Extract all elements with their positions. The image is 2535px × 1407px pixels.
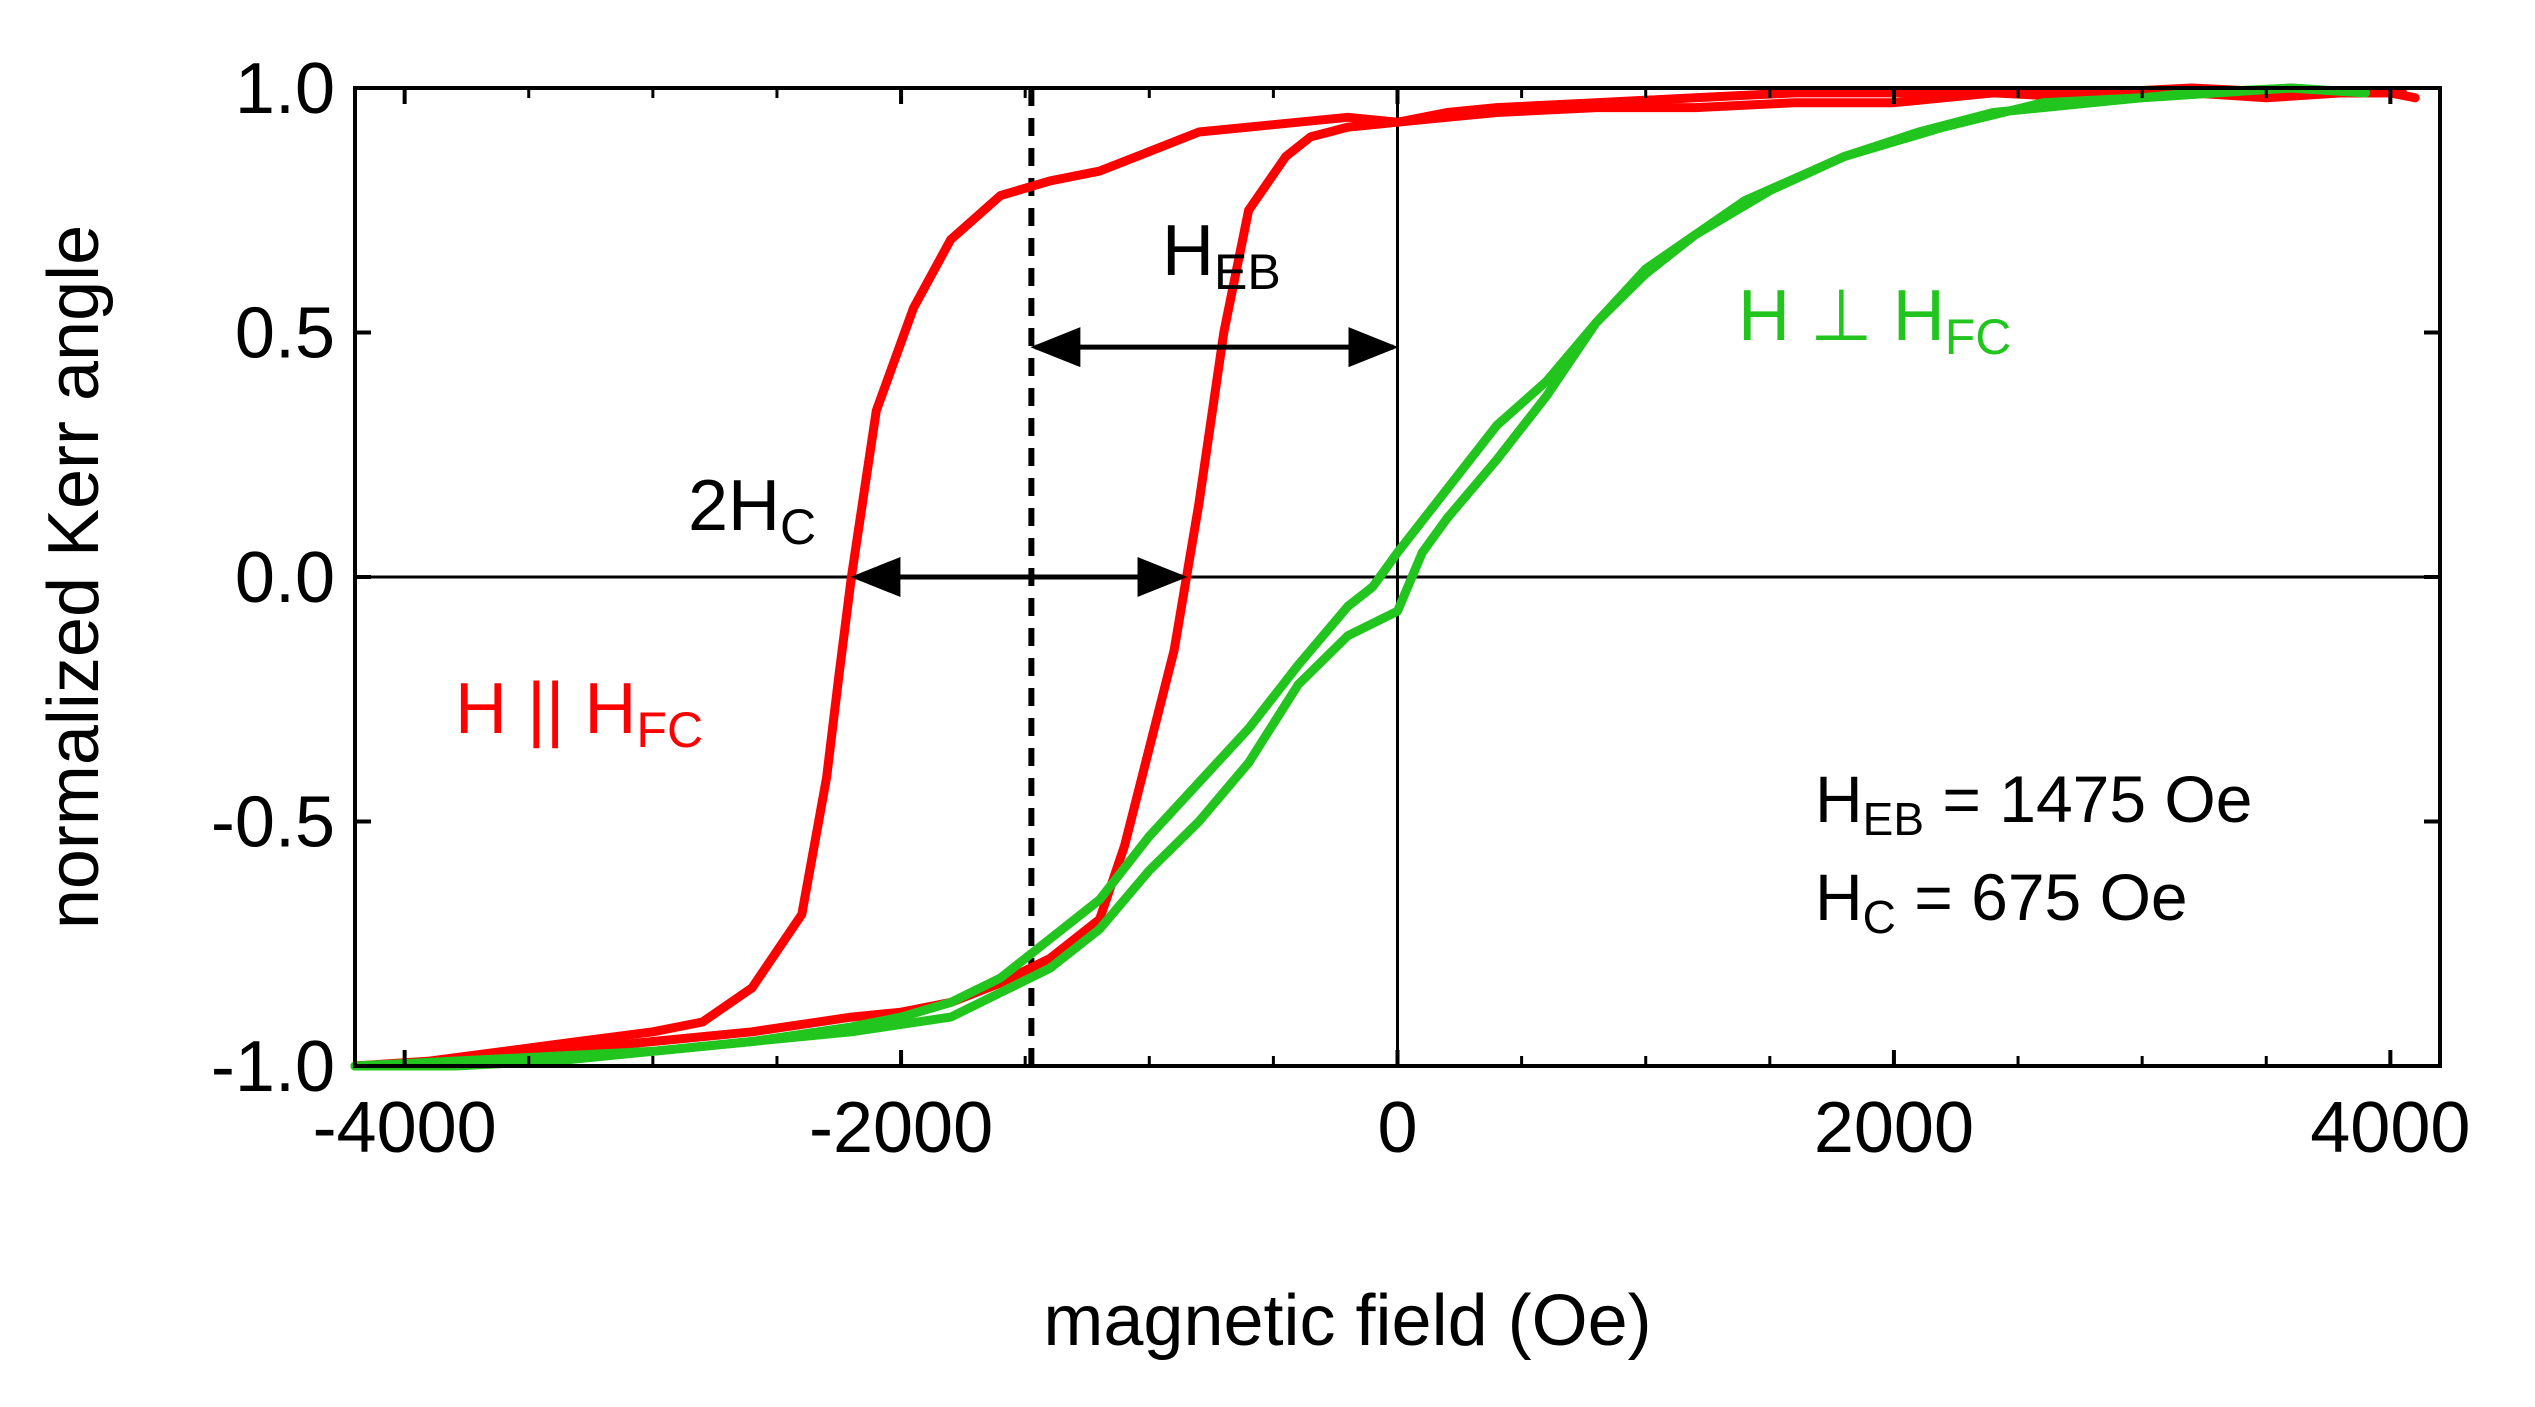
- y-axis-label: normalized Kerr angle: [34, 225, 114, 929]
- hc-arrow-label: 2HC: [688, 466, 816, 555]
- y-tick-label: 0.5: [235, 294, 335, 374]
- hc-value-text: HC = 675 Oe: [1815, 860, 2188, 943]
- h-perp-h: H: [1738, 276, 1790, 356]
- x-tick-label: -4000: [313, 1088, 497, 1168]
- heb-arrow-label: HEB: [1162, 211, 1281, 300]
- y-tick-label: 0.0: [235, 538, 335, 618]
- h-parallel-sub: FC: [636, 702, 703, 758]
- hc-label-sub: C: [780, 499, 816, 555]
- series-layer: [350, 83, 2420, 1071]
- tick-layer: -4000 -2000 0 2000 4000 -1.0 -0.5 0.0 0.5 1.0: [211, 49, 2471, 1168]
- x-tick-label: 4000: [2310, 1088, 2470, 1168]
- heb-value-h: H: [1815, 762, 1863, 836]
- h-perp-sub: FC: [1945, 309, 2012, 365]
- y-tick-label: -1.0: [211, 1027, 335, 1107]
- hc-value-sub: C: [1863, 891, 1896, 943]
- hc-label-prefix: 2H: [688, 466, 780, 546]
- h-parallel-symbol: ||: [507, 669, 584, 749]
- h-perp-h2: H: [1893, 276, 1945, 356]
- x-tick-label: -2000: [809, 1088, 993, 1168]
- hc-value-rest: = 675 Oe: [1896, 860, 2188, 934]
- hc-value-h: H: [1815, 860, 1863, 934]
- heb-value-text: HEB = 1475 Oe: [1815, 762, 2252, 845]
- heb-value-sub: EB: [1863, 793, 1924, 845]
- series-line-3: [350, 83, 2370, 1071]
- x-tick-label: 2000: [1814, 1088, 1974, 1168]
- h-perp-symbol: ⊥: [1790, 276, 1893, 356]
- x-tick-label: 0: [1377, 1088, 1417, 1168]
- h-parallel-h: H: [455, 669, 507, 749]
- h-parallel-h2: H: [584, 669, 636, 749]
- series-line-0: [350, 88, 2408, 1071]
- y-tick-label: 1.0: [235, 49, 335, 129]
- heb-label-sub: EB: [1214, 244, 1281, 300]
- heb-label-h: H: [1162, 211, 1214, 291]
- series-line-1: [350, 83, 2420, 1071]
- h-perp-hfc-label: H ⊥ HFC: [1738, 276, 2011, 365]
- x-axis-label: magnetic field (Oe): [1043, 1281, 1651, 1361]
- y-tick-label: -0.5: [211, 783, 335, 863]
- heb-value-rest: = 1475 Oe: [1924, 762, 2252, 836]
- h-parallel-hfc-label: H || HFC: [455, 669, 703, 758]
